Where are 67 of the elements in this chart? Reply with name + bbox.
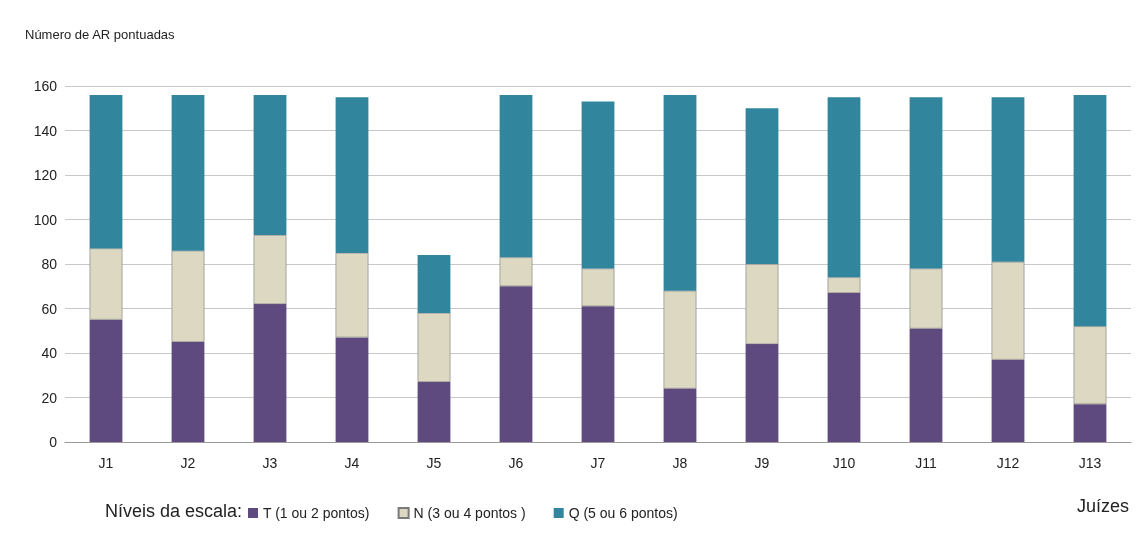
- y-tick-label: 160: [33, 78, 58, 94]
- bar: [581, 101, 615, 269]
- bar: [171, 250, 205, 342]
- x-tick-label: J10: [832, 455, 856, 471]
- bar: [745, 344, 779, 442]
- bar: [581, 306, 615, 442]
- x-tick-label: J3: [262, 455, 278, 471]
- x-tick-label: J2: [180, 455, 196, 471]
- legend-label: T (1 ou 2 pontos): [263, 505, 370, 521]
- bar: [417, 312, 451, 382]
- bar: [499, 94, 533, 258]
- bar: [991, 97, 1025, 262]
- y-tick-label: 60: [41, 300, 58, 317]
- bar: [171, 94, 205, 251]
- bar: [663, 290, 697, 389]
- bar: [499, 257, 533, 287]
- legend-title: Níveis da escala:: [105, 501, 243, 521]
- bar: [991, 261, 1025, 360]
- bar: [991, 359, 1025, 442]
- bar: [417, 255, 451, 313]
- x-tick-label: J13: [1078, 455, 1102, 471]
- bar: [909, 97, 943, 269]
- bar: [417, 381, 451, 442]
- x-tick-label: J8: [672, 455, 688, 471]
- y-tick-label: 0: [49, 434, 58, 450]
- legend-label: N (3 ou 4 pontos ): [413, 505, 526, 521]
- y-tick-label: 140: [33, 122, 58, 139]
- bar: [1073, 326, 1107, 405]
- bar: [1073, 94, 1107, 327]
- bar: [745, 108, 779, 264]
- bar: [335, 337, 369, 442]
- bar: [253, 94, 287, 236]
- x-tick-label: J5: [426, 455, 442, 471]
- y-tick-label: 80: [41, 256, 58, 272]
- y-axis-title: Número de AR pontuadas: [25, 27, 176, 42]
- x-tick-label: J11: [915, 455, 937, 471]
- bar: [827, 292, 861, 442]
- y-tick-label: 20: [41, 389, 58, 406]
- x-tick-label: J12: [996, 455, 1020, 471]
- x-axis-title: Juízes: [1076, 496, 1130, 516]
- x-tick-label: J9: [754, 455, 770, 471]
- bar: [909, 328, 943, 442]
- x-tick-label: J6: [508, 455, 524, 471]
- bar: [335, 252, 369, 338]
- bar: [745, 264, 779, 345]
- x-tick-label: J7: [590, 455, 606, 471]
- x-tick-label: J1: [98, 455, 114, 471]
- bar: [89, 319, 123, 442]
- bar: [663, 94, 697, 291]
- bar: [909, 268, 943, 329]
- bar: [171, 341, 205, 442]
- legend-label: Q (5 ou 6 pontos): [568, 505, 678, 521]
- y-tick-label: 120: [33, 167, 58, 183]
- bar: [663, 388, 697, 442]
- bar: [827, 97, 861, 278]
- bar: [253, 235, 287, 305]
- bar: [89, 94, 123, 249]
- bar: [827, 277, 861, 293]
- bar: [89, 248, 123, 320]
- x-tick-label: J4: [344, 455, 360, 471]
- bar: [581, 268, 615, 307]
- bar: [335, 97, 369, 253]
- y-tick-label: 100: [33, 211, 58, 228]
- bar: [499, 286, 533, 442]
- y-tick-label: 40: [41, 345, 58, 361]
- bar: [1073, 404, 1107, 442]
- bar: [253, 304, 287, 442]
